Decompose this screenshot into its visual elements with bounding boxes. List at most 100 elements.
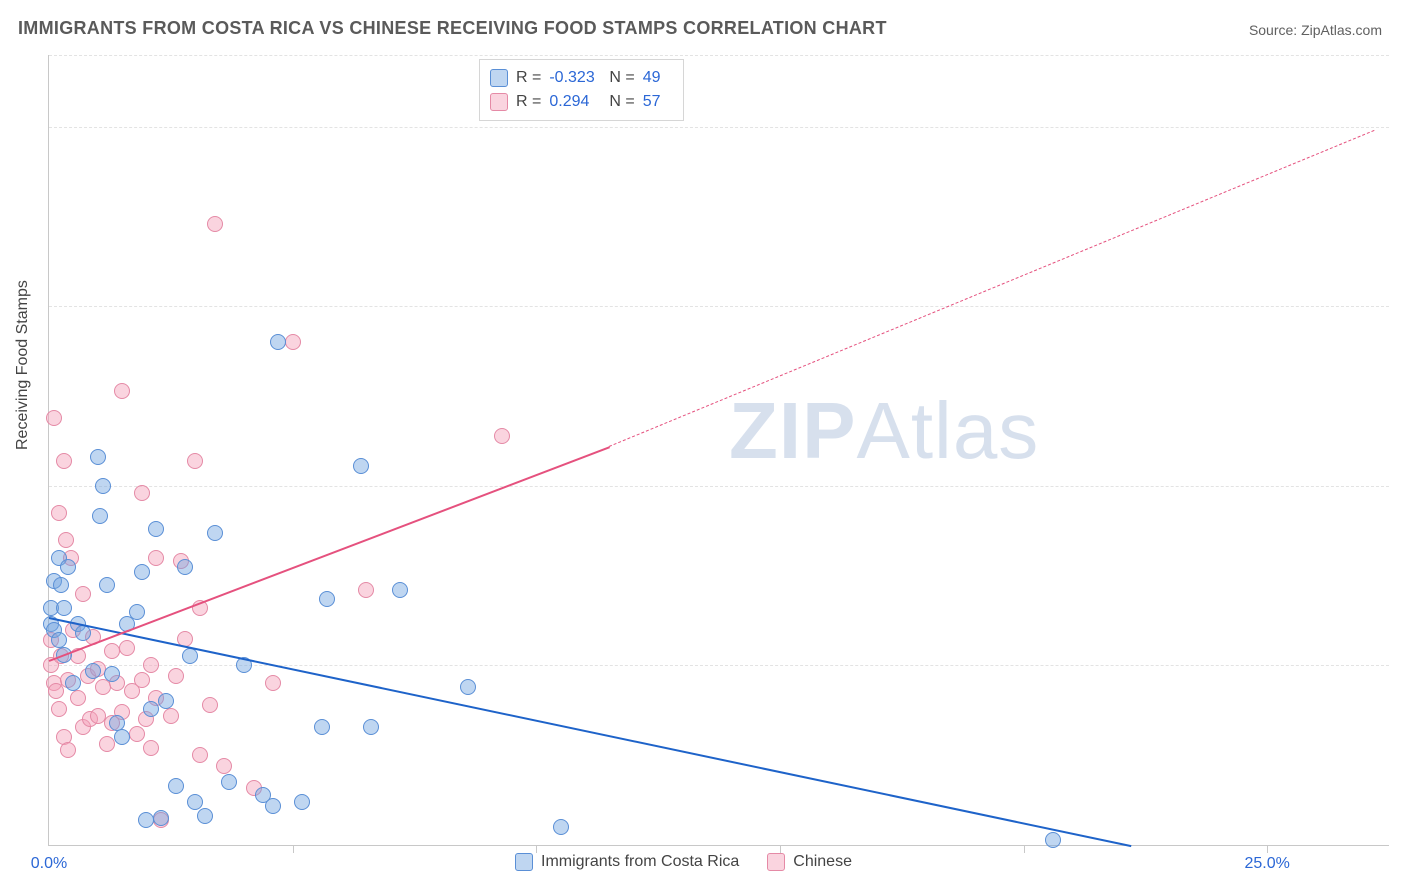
source-prefix: Source:: [1249, 22, 1301, 38]
legend-label: Immigrants from Costa Rica: [541, 853, 739, 871]
scatter-point-series-b: [285, 334, 301, 350]
scatter-point-series-a: [182, 648, 198, 664]
x-tick-label: 0.0%: [31, 855, 67, 873]
scatter-point-series-a: [99, 577, 115, 593]
scatter-plot-area: ZIPAtlas R =-0.323N =49R =0.294N =57 10.…: [48, 55, 1389, 846]
scatter-point-series-b: [60, 742, 76, 758]
scatter-point-series-b: [51, 505, 67, 521]
x-tick-mark: [1024, 845, 1025, 853]
legend-swatch: [767, 853, 785, 871]
scatter-point-series-b: [358, 582, 374, 598]
scatter-point-series-b: [129, 726, 145, 742]
scatter-point-series-a: [129, 604, 145, 620]
x-tick-mark: [293, 845, 294, 853]
legend-label: Chinese: [793, 853, 852, 871]
scatter-point-series-b: [187, 453, 203, 469]
stat-n-label: N =: [609, 90, 634, 114]
scatter-point-series-a: [95, 478, 111, 494]
x-tick-mark: [780, 845, 781, 853]
scatter-point-series-b: [70, 690, 86, 706]
scatter-point-series-a: [197, 808, 213, 824]
scatter-point-series-a: [392, 582, 408, 598]
gridline-h: [49, 127, 1389, 128]
y-tick-label: 40.0%: [1399, 118, 1406, 136]
source-name: ZipAtlas.com: [1301, 22, 1382, 38]
scatter-point-series-a: [158, 693, 174, 709]
scatter-point-series-a: [294, 794, 310, 810]
scatter-point-series-a: [114, 729, 130, 745]
scatter-point-series-b: [134, 485, 150, 501]
scatter-point-series-a: [104, 666, 120, 682]
stats-row: R = -0.323 N = 49: [490, 66, 671, 90]
y-axis-label: Receiving Food Stamps: [14, 280, 32, 450]
scatter-point-series-b: [56, 453, 72, 469]
scatter-point-series-a: [56, 600, 72, 616]
scatter-point-series-b: [192, 747, 208, 763]
scatter-point-series-a: [1045, 832, 1061, 848]
stats-row: R = 0.294 N = 57: [490, 90, 671, 114]
correlation-stats-box: R = -0.323 N = 49 R = 0.294 N = 57: [479, 59, 684, 121]
scatter-point-series-b: [163, 708, 179, 724]
scatter-point-series-b: [143, 740, 159, 756]
gridline-h: [49, 55, 1389, 56]
stat-n-value: 57: [643, 90, 671, 114]
scatter-point-series-a: [92, 508, 108, 524]
scatter-point-series-b: [494, 428, 510, 444]
legend-swatch: [490, 69, 508, 87]
legend-swatch: [490, 93, 508, 111]
scatter-point-series-a: [319, 591, 335, 607]
y-tick-label: 20.0%: [1399, 477, 1406, 495]
legend: Immigrants from Costa Rica Chinese: [515, 853, 852, 871]
stat-r-label: R =: [516, 90, 541, 114]
stat-r-value: -0.323: [549, 66, 601, 90]
source-attribution: Source: ZipAtlas.com: [1249, 22, 1382, 38]
scatter-point-series-a: [143, 701, 159, 717]
x-tick-mark: [1267, 845, 1268, 853]
scatter-point-series-a: [138, 812, 154, 828]
scatter-point-series-b: [143, 657, 159, 673]
scatter-point-series-a: [207, 525, 223, 541]
watermark: ZIPAtlas: [729, 385, 1039, 477]
legend-item: Chinese: [767, 853, 852, 871]
stat-r-label: R =: [516, 66, 541, 90]
scatter-point-series-a: [363, 719, 379, 735]
scatter-point-series-b: [99, 736, 115, 752]
scatter-point-series-a: [153, 810, 169, 826]
stat-n-value: 49: [643, 66, 671, 90]
legend-item: Immigrants from Costa Rica: [515, 853, 739, 871]
gridline-h: [49, 486, 1389, 487]
y-tick-label: 30.0%: [1399, 297, 1406, 315]
scatter-point-series-b: [90, 708, 106, 724]
scatter-point-series-b: [168, 668, 184, 684]
scatter-point-series-b: [119, 640, 135, 656]
chart-title: IMMIGRANTS FROM COSTA RICA VS CHINESE RE…: [18, 18, 887, 39]
gridline-h: [49, 306, 1389, 307]
trend-line: [49, 446, 610, 662]
scatter-point-series-a: [221, 774, 237, 790]
scatter-point-series-b: [114, 383, 130, 399]
scatter-point-series-b: [51, 701, 67, 717]
scatter-point-series-a: [60, 559, 76, 575]
scatter-point-series-a: [353, 458, 369, 474]
scatter-point-series-a: [134, 564, 150, 580]
scatter-point-series-a: [553, 819, 569, 835]
scatter-point-series-a: [85, 663, 101, 679]
legend-swatch: [515, 853, 533, 871]
scatter-point-series-b: [148, 550, 164, 566]
scatter-point-series-b: [265, 675, 281, 691]
scatter-point-series-a: [270, 334, 286, 350]
x-tick-mark: [536, 845, 537, 853]
scatter-point-series-a: [168, 778, 184, 794]
stat-r-value: 0.294: [549, 90, 601, 114]
scatter-point-series-a: [148, 521, 164, 537]
scatter-point-series-a: [65, 675, 81, 691]
scatter-point-series-b: [134, 672, 150, 688]
watermark-zip: ZIP: [729, 386, 856, 475]
scatter-point-series-b: [58, 532, 74, 548]
scatter-point-series-b: [202, 697, 218, 713]
watermark-atlas: Atlas: [856, 386, 1039, 475]
scatter-point-series-b: [207, 216, 223, 232]
y-tick-label: 10.0%: [1399, 656, 1406, 674]
scatter-point-series-b: [46, 410, 62, 426]
stat-n-label: N =: [609, 66, 634, 90]
